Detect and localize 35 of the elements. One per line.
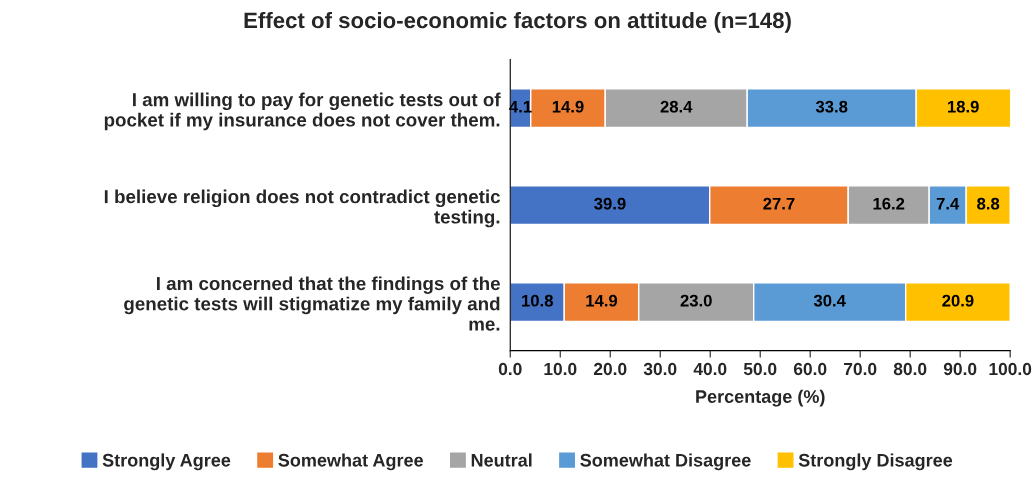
x-tick-label: 70.0 (844, 362, 877, 376)
x-tick-label: 50.0 (743, 362, 777, 376)
x-tick-label: 30.0 (643, 362, 677, 376)
legend-label: Somewhat Disagree (580, 453, 751, 471)
legend-label: Somewhat Agree (278, 453, 423, 471)
data-label: 16.2 (873, 197, 905, 210)
data-label: 20.9 (942, 294, 974, 307)
data-label: 30.4 (813, 294, 846, 307)
data-label: 18.9 (948, 100, 979, 113)
data-label: 14.9 (586, 294, 618, 307)
y-tick-label: I believe religion does not contradict genetic testing. (104, 189, 501, 228)
y-tick-label: I am willing to pay for genetic tests out of pocket if my insurance does not cover them. (104, 92, 501, 131)
data-label: 39.9 (594, 197, 626, 210)
legend-label: Neutral (471, 453, 532, 467)
y-tick-label: I am concerned that the findings of the genetic tests will stigmatize my family and me. (124, 276, 500, 331)
x-tick-label: 100.0 (989, 362, 1032, 376)
data-label: 33.8 (815, 100, 848, 113)
legend-label: Strongly Disagree (798, 453, 953, 471)
data-label: 10.8 (522, 294, 553, 307)
x-tick-label: 0.0 (498, 362, 522, 376)
x-tick-label: 10.0 (544, 362, 577, 376)
data-label: 27.7 (763, 197, 795, 210)
data-label: 28.4 (660, 100, 693, 113)
legend-label: Strongly Agree (102, 453, 231, 471)
data-label: 14.9 (552, 100, 584, 113)
x-tick-label: 80.0 (893, 362, 927, 376)
data-label: 7.4 (936, 197, 960, 210)
x-tick-label: 40.0 (693, 362, 727, 376)
data-label: 8.8 (977, 197, 1000, 210)
data-label: 23.0 (680, 294, 712, 307)
x-axis-title: Percentage (%) (696, 389, 825, 407)
x-tick-label: 90.0 (943, 362, 977, 376)
x-tick-label: 60.0 (793, 362, 827, 376)
x-tick-label: 20.0 (593, 362, 627, 376)
chart-title: Effect of socio-economic factors on attitude (n=148) (244, 11, 791, 33)
